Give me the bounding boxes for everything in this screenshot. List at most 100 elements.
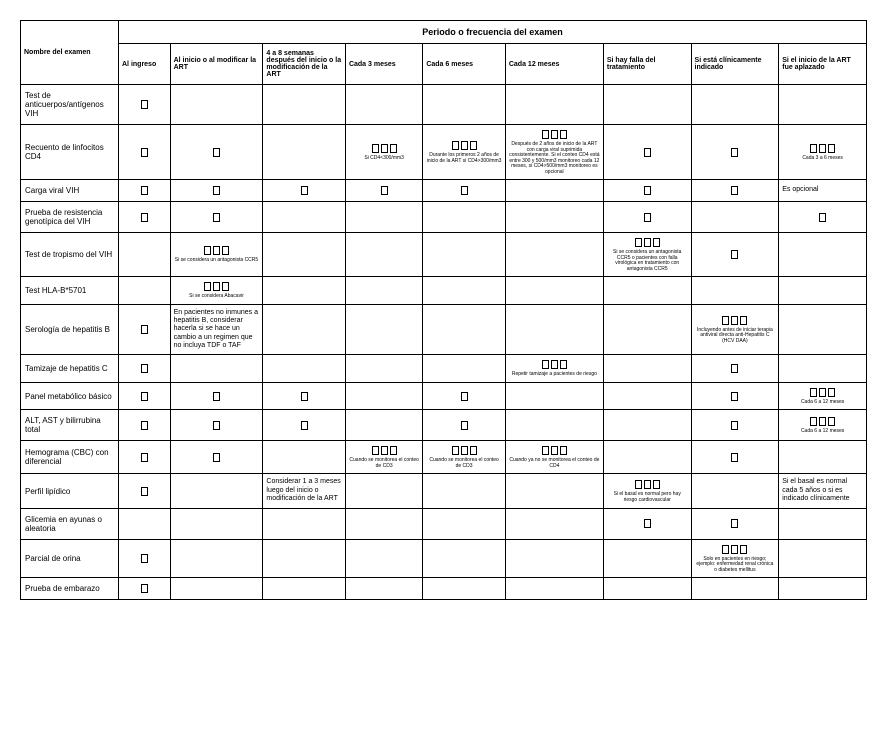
checkbox-icon — [551, 446, 558, 455]
checkbox-icon — [551, 130, 558, 139]
data-cell — [779, 85, 867, 125]
data-cell — [779, 233, 867, 277]
data-cell — [119, 85, 171, 125]
data-cell — [603, 202, 691, 233]
data-cell — [170, 539, 263, 578]
data-cell — [423, 474, 506, 508]
data-cell — [119, 382, 171, 410]
checkbox-icon — [644, 480, 651, 489]
data-cell — [263, 125, 346, 180]
checkbox-icon — [731, 316, 738, 325]
data-cell: Si se considera un antagonista CCR5 — [170, 233, 263, 277]
data-cell — [170, 180, 263, 202]
data-cell — [423, 85, 506, 125]
data-cell — [423, 355, 506, 383]
data-cell: Cada 6 a 12 meses — [779, 382, 867, 410]
data-cell — [603, 382, 691, 410]
checkbox-icon — [141, 392, 148, 401]
data-cell — [691, 441, 779, 474]
data-cell: Si el basal es normal pero hay riesgo ca… — [603, 474, 691, 508]
checkbox-icon — [722, 316, 729, 325]
data-cell — [423, 180, 506, 202]
checkbox-icon — [470, 446, 477, 455]
data-cell — [691, 85, 779, 125]
data-cell: Repetir tamizaje a pacientes de riesgo — [505, 355, 603, 383]
data-cell — [423, 277, 506, 305]
cell-note: Cuando se monitorea el conteo de CD3 — [349, 458, 419, 469]
data-cell — [345, 202, 422, 233]
data-cell — [779, 277, 867, 305]
data-cell — [263, 539, 346, 578]
data-cell — [779, 355, 867, 383]
data-cell — [263, 578, 346, 600]
checkbox-icon — [644, 213, 651, 222]
checkbox-icon — [731, 519, 738, 528]
exam-name-cell: ALT, AST y bilirrubina total — [21, 410, 119, 441]
data-cell — [423, 539, 506, 578]
data-cell: Si CD4<300/mm3 — [345, 125, 422, 180]
data-cell: Cuando se monitorea el conteo de CD3 — [423, 441, 506, 474]
table-row: Test HLA-B*5701Si se considera Abacavir — [21, 277, 867, 305]
checkbox-icon — [810, 417, 817, 426]
data-cell — [779, 202, 867, 233]
data-cell — [345, 233, 422, 277]
checkbox-icon — [470, 141, 477, 150]
data-cell — [170, 355, 263, 383]
data-cell: Si el basal es normal cada 5 años o si e… — [779, 474, 867, 508]
data-cell — [263, 441, 346, 474]
data-cell — [691, 410, 779, 441]
checkbox-icon — [819, 417, 826, 426]
data-cell — [119, 180, 171, 202]
checkbox-icon — [653, 480, 660, 489]
cell-note: Cada 6 a 12 meses — [782, 429, 863, 435]
data-cell — [345, 85, 422, 125]
data-cell — [603, 304, 691, 355]
cell-note: Repetir tamizaje a pacientes de riesgo — [509, 372, 600, 378]
exam-name-cell: Prueba de embarazo — [21, 578, 119, 600]
checkbox-icon — [819, 144, 826, 153]
data-cell — [603, 180, 691, 202]
checkbox-icon — [213, 186, 220, 195]
name-column-header: Nombre del examen — [21, 21, 119, 85]
data-cell: Cuando se monitorea el conteo de CD3 — [345, 441, 422, 474]
exam-name-cell: Hemograma (CBC) con diferencial — [21, 441, 119, 474]
data-cell — [691, 233, 779, 277]
exam-name-cell: Test de tropismo del VIH — [21, 233, 119, 277]
checkbox-icon — [722, 545, 729, 554]
column-header: Al ingreso — [119, 44, 171, 85]
cell-note: Cuando se monitorea el conteo de CD3 — [426, 458, 502, 469]
checkbox-icon — [644, 148, 651, 157]
data-cell — [779, 304, 867, 355]
data-cell — [263, 202, 346, 233]
data-cell — [423, 382, 506, 410]
data-cell — [170, 474, 263, 508]
table-row: Glicemia en ayunas o aleatoria — [21, 508, 867, 539]
data-cell — [263, 355, 346, 383]
exam-name-cell: Test HLA-B*5701 — [21, 277, 119, 305]
data-cell — [505, 508, 603, 539]
checkbox-icon — [644, 519, 651, 528]
checkbox-icon — [301, 392, 308, 401]
data-cell — [505, 539, 603, 578]
checkbox-icon — [560, 130, 567, 139]
data-cell — [505, 202, 603, 233]
data-cell — [170, 410, 263, 441]
checkbox-icon — [141, 213, 148, 222]
exam-schedule-table: Nombre del examen Periodo o frecuencia d… — [20, 20, 867, 600]
checkbox-icon — [551, 360, 558, 369]
checkbox-icon — [141, 100, 148, 109]
checkbox-icon — [461, 446, 468, 455]
data-cell — [170, 382, 263, 410]
data-cell — [505, 410, 603, 441]
data-cell — [691, 508, 779, 539]
data-cell — [691, 355, 779, 383]
checkbox-icon — [390, 446, 397, 455]
checkbox-icon — [141, 186, 148, 195]
cell-note: Cuando ya no se monitorea el conteo de C… — [509, 458, 600, 469]
checkbox-icon — [731, 392, 738, 401]
data-cell: Cada 6 a 12 meses — [779, 410, 867, 441]
table-row: Perfil lipídicoConsiderar 1 a 3 meses lu… — [21, 474, 867, 508]
data-cell — [345, 508, 422, 539]
data-cell — [170, 578, 263, 600]
data-cell — [423, 304, 506, 355]
